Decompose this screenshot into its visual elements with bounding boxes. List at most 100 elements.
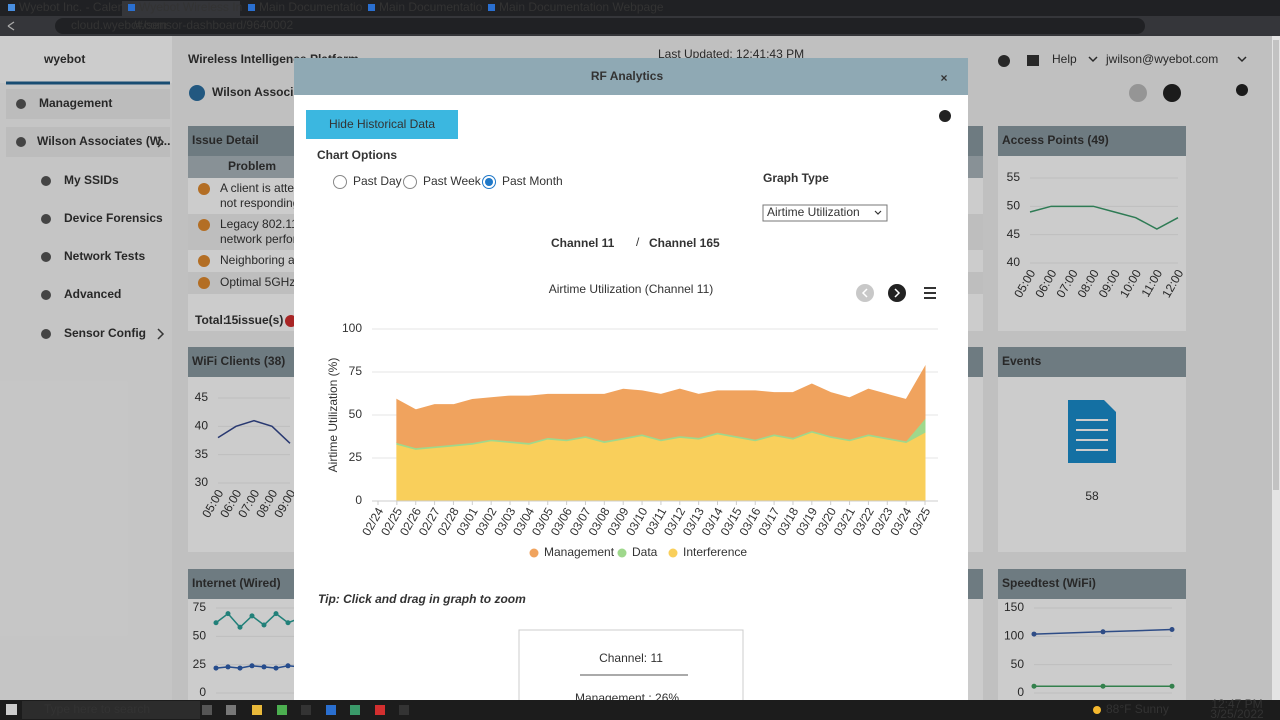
menu-icon [41,329,51,339]
issue-card-title: Issue Detail [192,133,259,147]
ap-card-title: Access Points (49) [1002,133,1109,147]
menu-item[interactable]: Device Forensics [64,211,163,225]
series-point [285,620,291,626]
tab-favicon [128,4,135,11]
taskbar-app[interactable] [252,705,262,715]
menu-icon [41,176,51,186]
chart-nav-arrow [894,288,901,298]
y-tick-label: 25 [349,450,363,464]
graph-type-value: Airtime Utilization [767,205,860,219]
total-unit: issue(s) [238,313,283,327]
modal-close[interactable]: × [940,71,947,85]
tab-favicon [488,4,495,11]
modal-title: RF Analytics [591,69,664,83]
taskbar-app[interactable] [277,705,287,715]
site-name: Wilson Associ [212,85,293,99]
site-icon [189,85,205,101]
y-tick-label: 0 [355,493,362,507]
channel-separator: / [636,235,640,249]
series-point [1031,683,1037,689]
hide-button[interactable] [306,110,458,139]
taskbar-app[interactable] [350,705,360,715]
tab[interactable] [482,1,600,16]
user[interactable]: jwilson@wyebot.com [1105,52,1218,66]
taskbar-app[interactable] [399,705,409,715]
issue-dot [198,183,210,195]
modal-header [294,58,968,95]
tab[interactable] [242,1,360,16]
series-point [1031,631,1037,637]
taskbar-app[interactable] [301,705,311,715]
radio[interactable] [403,175,417,189]
document-icon [1068,400,1116,463]
taskbar-app[interactable] [202,705,212,715]
taskbar-app[interactable] [226,705,236,715]
scrollbar-thumb [1273,40,1279,490]
issue-dot [198,219,210,231]
issue-text: Neighboring ac [220,253,301,267]
next-button[interactable] [1163,84,1181,102]
taskbar-app[interactable] [375,705,385,715]
issue-text: Legacy 802.11b [220,217,305,231]
graph-type-select[interactable] [762,204,888,222]
y-tick-label: 35 [195,447,209,461]
issue-dot [198,255,210,267]
events-count: 58 [1085,489,1099,503]
chart-next[interactable] [888,284,906,302]
issue-text: not responding [220,196,299,210]
y-tick-label: 55 [1007,170,1021,184]
series-point [225,664,231,670]
events-card-title: Events [1002,354,1042,368]
summary-title: Channel: 11 [599,651,663,665]
menu-item[interactable]: Advanced [64,287,121,301]
chart-options: Chart Options [317,148,397,162]
y-tick-label: 100 [1004,629,1024,643]
ap-card-header [998,126,1186,156]
menu-item[interactable]: Network Tests [64,249,145,263]
radio-label: Past Day [353,174,402,188]
menu-icon [41,290,51,300]
radio[interactable] [333,175,347,189]
legend-label[interactable]: Data [632,545,658,559]
menu-row [6,127,170,157]
tab[interactable] [122,1,240,16]
graph-type-label: Graph Type [763,171,829,185]
internet-card-title: Internet (Wired) [192,576,281,590]
issue-text: A client is atten [220,181,301,195]
series-point [1100,629,1106,635]
series-point [225,611,231,617]
menu-item[interactable]: Sensor Config [64,326,146,340]
legend-marker [617,548,627,558]
menu-item[interactable]: Wilson Associates (W... [37,134,170,148]
help-icon [1236,84,1248,96]
channel-other[interactable]: Channel 165 [649,236,720,250]
menu-icon [41,214,51,224]
channel-active[interactable]: Channel 11 [551,236,615,250]
help[interactable]: Help [1052,52,1077,66]
chevron [157,136,165,148]
taskbar-date: 3/25/2022 [1210,707,1264,720]
series-point [285,663,291,669]
taskbar-time: 12:47 PM [1211,697,1262,711]
back-arrow [7,21,15,27]
search-box[interactable] [22,701,200,719]
y-tick-label: 40 [1007,255,1021,269]
y-tick-label: 50 [193,629,207,643]
taskbar-app[interactable] [326,705,336,715]
tab[interactable] [2,1,120,16]
chart-title: Airtime Utilization (Channel 11) [549,282,714,296]
tab[interactable] [362,1,480,16]
legend-label[interactable]: Management [544,545,615,559]
menu-icon [16,137,26,147]
speed-card-header [998,569,1186,599]
prev-button[interactable] [1129,84,1147,102]
series-point [261,622,267,628]
menu-item[interactable]: My SSIDs [64,173,119,187]
chart-prev[interactable] [856,284,874,302]
menu-item[interactable]: Management [39,96,112,110]
legend-label[interactable]: Interference [683,545,747,559]
start-button[interactable] [6,704,17,715]
series-point [1100,683,1106,689]
series-point [249,613,255,619]
